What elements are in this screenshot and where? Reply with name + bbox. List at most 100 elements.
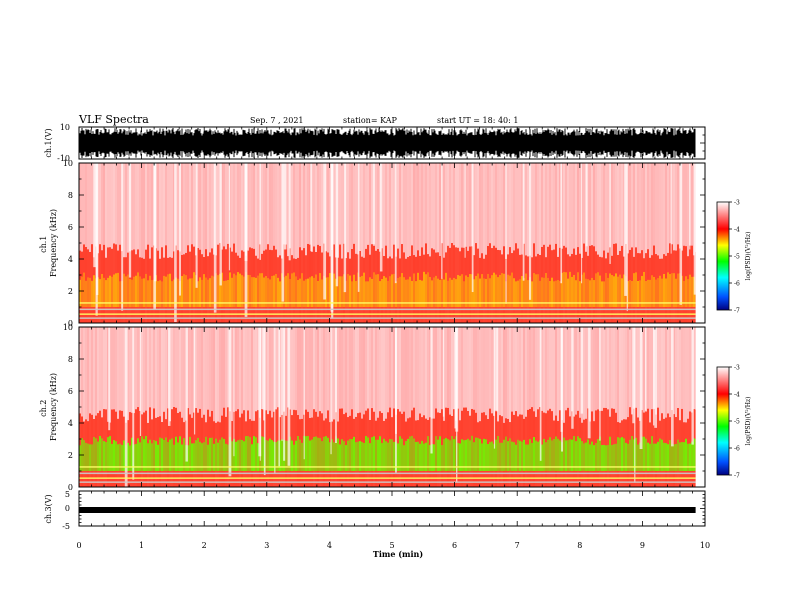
spectrogram-emission — [81, 276, 83, 307]
spectrogram-column — [87, 327, 89, 487]
spectrogram-column — [131, 163, 133, 323]
spectrogram-column — [197, 163, 199, 323]
spectrogram-lowband — [187, 245, 189, 323]
ch2-spectrogram-image — [79, 327, 705, 487]
spectrogram-emission — [195, 440, 197, 471]
spectrogram-emission — [297, 435, 299, 471]
spectrogram-emission — [453, 439, 455, 471]
spectrogram-emission — [345, 445, 347, 471]
spectrogram-emission — [385, 277, 387, 307]
spectrogram-emission — [467, 438, 469, 471]
spectrogram-emission — [317, 437, 319, 471]
spectrogram-lowband — [677, 244, 679, 323]
spectrogram-column — [683, 163, 685, 323]
spectrogram-column — [275, 163, 277, 323]
spectrogram-gap — [281, 163, 285, 302]
y-tick-label: 8 — [68, 355, 73, 364]
spectrogram-column — [577, 327, 579, 487]
spectrogram-emission — [103, 277, 105, 307]
spectrogram-emission — [105, 442, 107, 471]
spectrogram-column — [543, 327, 545, 487]
spectrogram-emission — [577, 272, 579, 307]
spectrogram-emission — [609, 273, 611, 307]
spectrogram-lowband — [341, 258, 343, 323]
spectrogram-column — [567, 327, 569, 487]
spectrogram-emission — [435, 275, 437, 307]
x-tick-label: 8 — [577, 541, 582, 550]
spectrogram-emission — [525, 273, 527, 307]
spectrogram-emission — [669, 440, 671, 471]
spectrogram-emission — [355, 280, 357, 307]
spectrogram-emission — [541, 277, 543, 307]
spectrogram-column — [401, 163, 403, 323]
spectrogram-column — [411, 163, 413, 323]
spectrogram-column — [553, 327, 555, 487]
spectrogram-emission — [429, 445, 431, 471]
spectrogram-column — [669, 327, 671, 487]
spectrogram-lowband — [183, 254, 185, 323]
spectrogram-column — [601, 163, 603, 323]
spectrogram-column — [607, 163, 609, 323]
spectrogram-emission — [279, 440, 281, 471]
spectrogram-column — [531, 163, 533, 323]
spectrogram-emission — [323, 436, 325, 471]
spectrogram-emission — [225, 443, 227, 471]
spectrogram-emission — [119, 281, 121, 307]
spectrogram-column — [533, 327, 535, 487]
spectrogram-emission — [647, 442, 649, 471]
spectrogram-lowband — [211, 248, 213, 323]
spectrogram-column — [453, 163, 455, 323]
spectrogram-lowband — [397, 248, 399, 323]
spectrogram-lowband — [207, 256, 209, 323]
spectrogram-emission — [423, 443, 425, 471]
spectrogram-emission — [199, 441, 201, 471]
spectrogram-gap — [258, 327, 262, 457]
spectrogram-emission — [599, 436, 601, 471]
spectrogram-column — [261, 163, 263, 323]
spectrogram-column — [323, 327, 325, 487]
spectrogram-emission — [115, 441, 117, 471]
spectrogram-column — [113, 327, 115, 487]
spectrogram-emission — [473, 442, 475, 471]
y-tick-label: 6 — [68, 223, 73, 232]
spectrogram-column — [675, 163, 677, 323]
spectrogram-emission — [547, 439, 549, 471]
spectrogram-column — [325, 327, 327, 487]
spectrogram-column — [555, 327, 557, 487]
spectrogram-emission — [427, 436, 429, 471]
spectrogram-column — [603, 327, 605, 487]
spectrogram-lowband — [585, 251, 587, 323]
spectrogram-emission — [585, 442, 587, 471]
spectrogram-column — [605, 327, 607, 487]
ch2-spectrogram-ticks — [78, 326, 706, 488]
spectrogram-gap — [632, 327, 635, 424]
spectrogram-column — [661, 163, 663, 323]
spectrogram-emission — [371, 437, 373, 471]
spectrogram-emission — [389, 276, 391, 307]
spectrogram-emission — [359, 441, 361, 471]
spectrogram-emission — [295, 440, 297, 471]
spectrogram-column — [189, 327, 191, 487]
spectrogram-column — [547, 327, 549, 487]
spectrogram-column — [625, 327, 627, 487]
spectrogram-column — [203, 327, 205, 487]
spectrogram-emission — [603, 444, 605, 471]
spectrogram-emission — [347, 274, 349, 307]
spectrogram-column — [573, 327, 575, 487]
spectrogram-column — [687, 163, 689, 323]
spectrogram-column — [477, 163, 479, 323]
spectrogram-lowband — [347, 252, 349, 323]
spectrogram-column — [331, 327, 333, 487]
spectrogram-column — [409, 327, 411, 487]
spectrogram-column — [383, 327, 385, 487]
spectrogram-emission — [269, 279, 271, 307]
spectrogram-emission — [531, 281, 533, 307]
spectrogram-emission — [309, 277, 311, 307]
spectrogram-emission — [321, 441, 323, 471]
spectrogram-gap — [274, 327, 276, 474]
spectrogram-column — [673, 327, 675, 487]
x-tick-label: 10 — [700, 541, 710, 550]
spectrogram-column — [675, 327, 677, 487]
spectrogram-emission — [377, 274, 379, 307]
spectrogram-emission — [355, 442, 357, 471]
